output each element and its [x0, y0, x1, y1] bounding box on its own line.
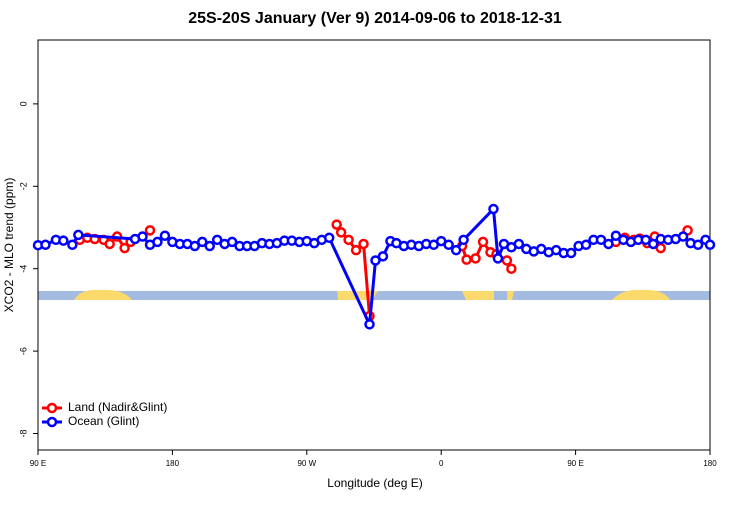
data-point [211, 234, 223, 246]
data-point [104, 238, 115, 250]
x-tick-label: 90 E [567, 459, 583, 468]
data-point [677, 231, 689, 242]
data-point [189, 240, 201, 252]
data-point [565, 247, 577, 259]
data-point [450, 244, 462, 256]
land-strip [612, 289, 670, 300]
series-line [37, 205, 712, 330]
data-point [640, 234, 652, 246]
data-point [603, 238, 614, 250]
legend-label: Ocean (Glint) [68, 414, 139, 428]
x-tick-label: 90 E [30, 459, 46, 468]
data-point [137, 231, 148, 242]
x-tick-label: 180 [703, 459, 717, 468]
data-point [343, 234, 354, 246]
data-point [323, 232, 335, 244]
data-point [595, 234, 607, 246]
data-point [358, 238, 369, 250]
data-point [443, 239, 454, 251]
data-point [204, 240, 215, 252]
data-point [477, 236, 489, 248]
data-point [331, 219, 342, 230]
y-tick-label: -6 [18, 347, 28, 355]
x-axis-label: Longitude (deg E) [327, 476, 422, 490]
legend-marker [46, 416, 58, 428]
data-point [470, 253, 481, 264]
data-point [377, 251, 389, 262]
data-point [501, 255, 513, 266]
land-strip [74, 289, 132, 300]
x-tick-label: 0 [439, 459, 444, 468]
data-point [40, 239, 51, 251]
data-point [461, 254, 472, 265]
x-tick-label: 180 [166, 459, 180, 468]
data-point [58, 235, 69, 246]
land-strip [462, 291, 494, 300]
data-point [197, 236, 208, 248]
land-strip [507, 291, 514, 300]
data-point [335, 227, 347, 238]
data-point [364, 319, 375, 330]
y-tick-label: -2 [18, 182, 28, 190]
data-point [350, 244, 362, 256]
data-point [488, 203, 499, 215]
legend-marker [46, 402, 58, 414]
y-tick-label: 0 [18, 101, 28, 106]
legend-label: Land (Nadir&Glint) [68, 400, 167, 414]
data-point [648, 238, 659, 250]
data-point [610, 230, 622, 241]
x-tick-label: 90 W [297, 459, 316, 468]
data-point [492, 253, 504, 264]
data-point [144, 225, 156, 236]
y-axis-label: XCO2 - MLO trend (ppm) [2, 178, 16, 313]
data-point [692, 239, 704, 251]
data-point [226, 236, 238, 248]
data-point [370, 255, 381, 266]
data-point [580, 239, 592, 251]
data-point [67, 239, 78, 251]
data-point [458, 234, 469, 246]
data-point [506, 263, 517, 274]
data-point [152, 236, 163, 248]
data-point [704, 239, 716, 251]
data-point [73, 229, 84, 241]
data-point [159, 230, 171, 241]
data-point [513, 238, 525, 250]
chart-title: 25S-20S January (Ver 9) 2014-09-06 to 20… [188, 10, 562, 27]
y-tick-label: -4 [18, 265, 28, 273]
data-point [119, 242, 130, 254]
y-tick-label: -8 [18, 430, 28, 438]
